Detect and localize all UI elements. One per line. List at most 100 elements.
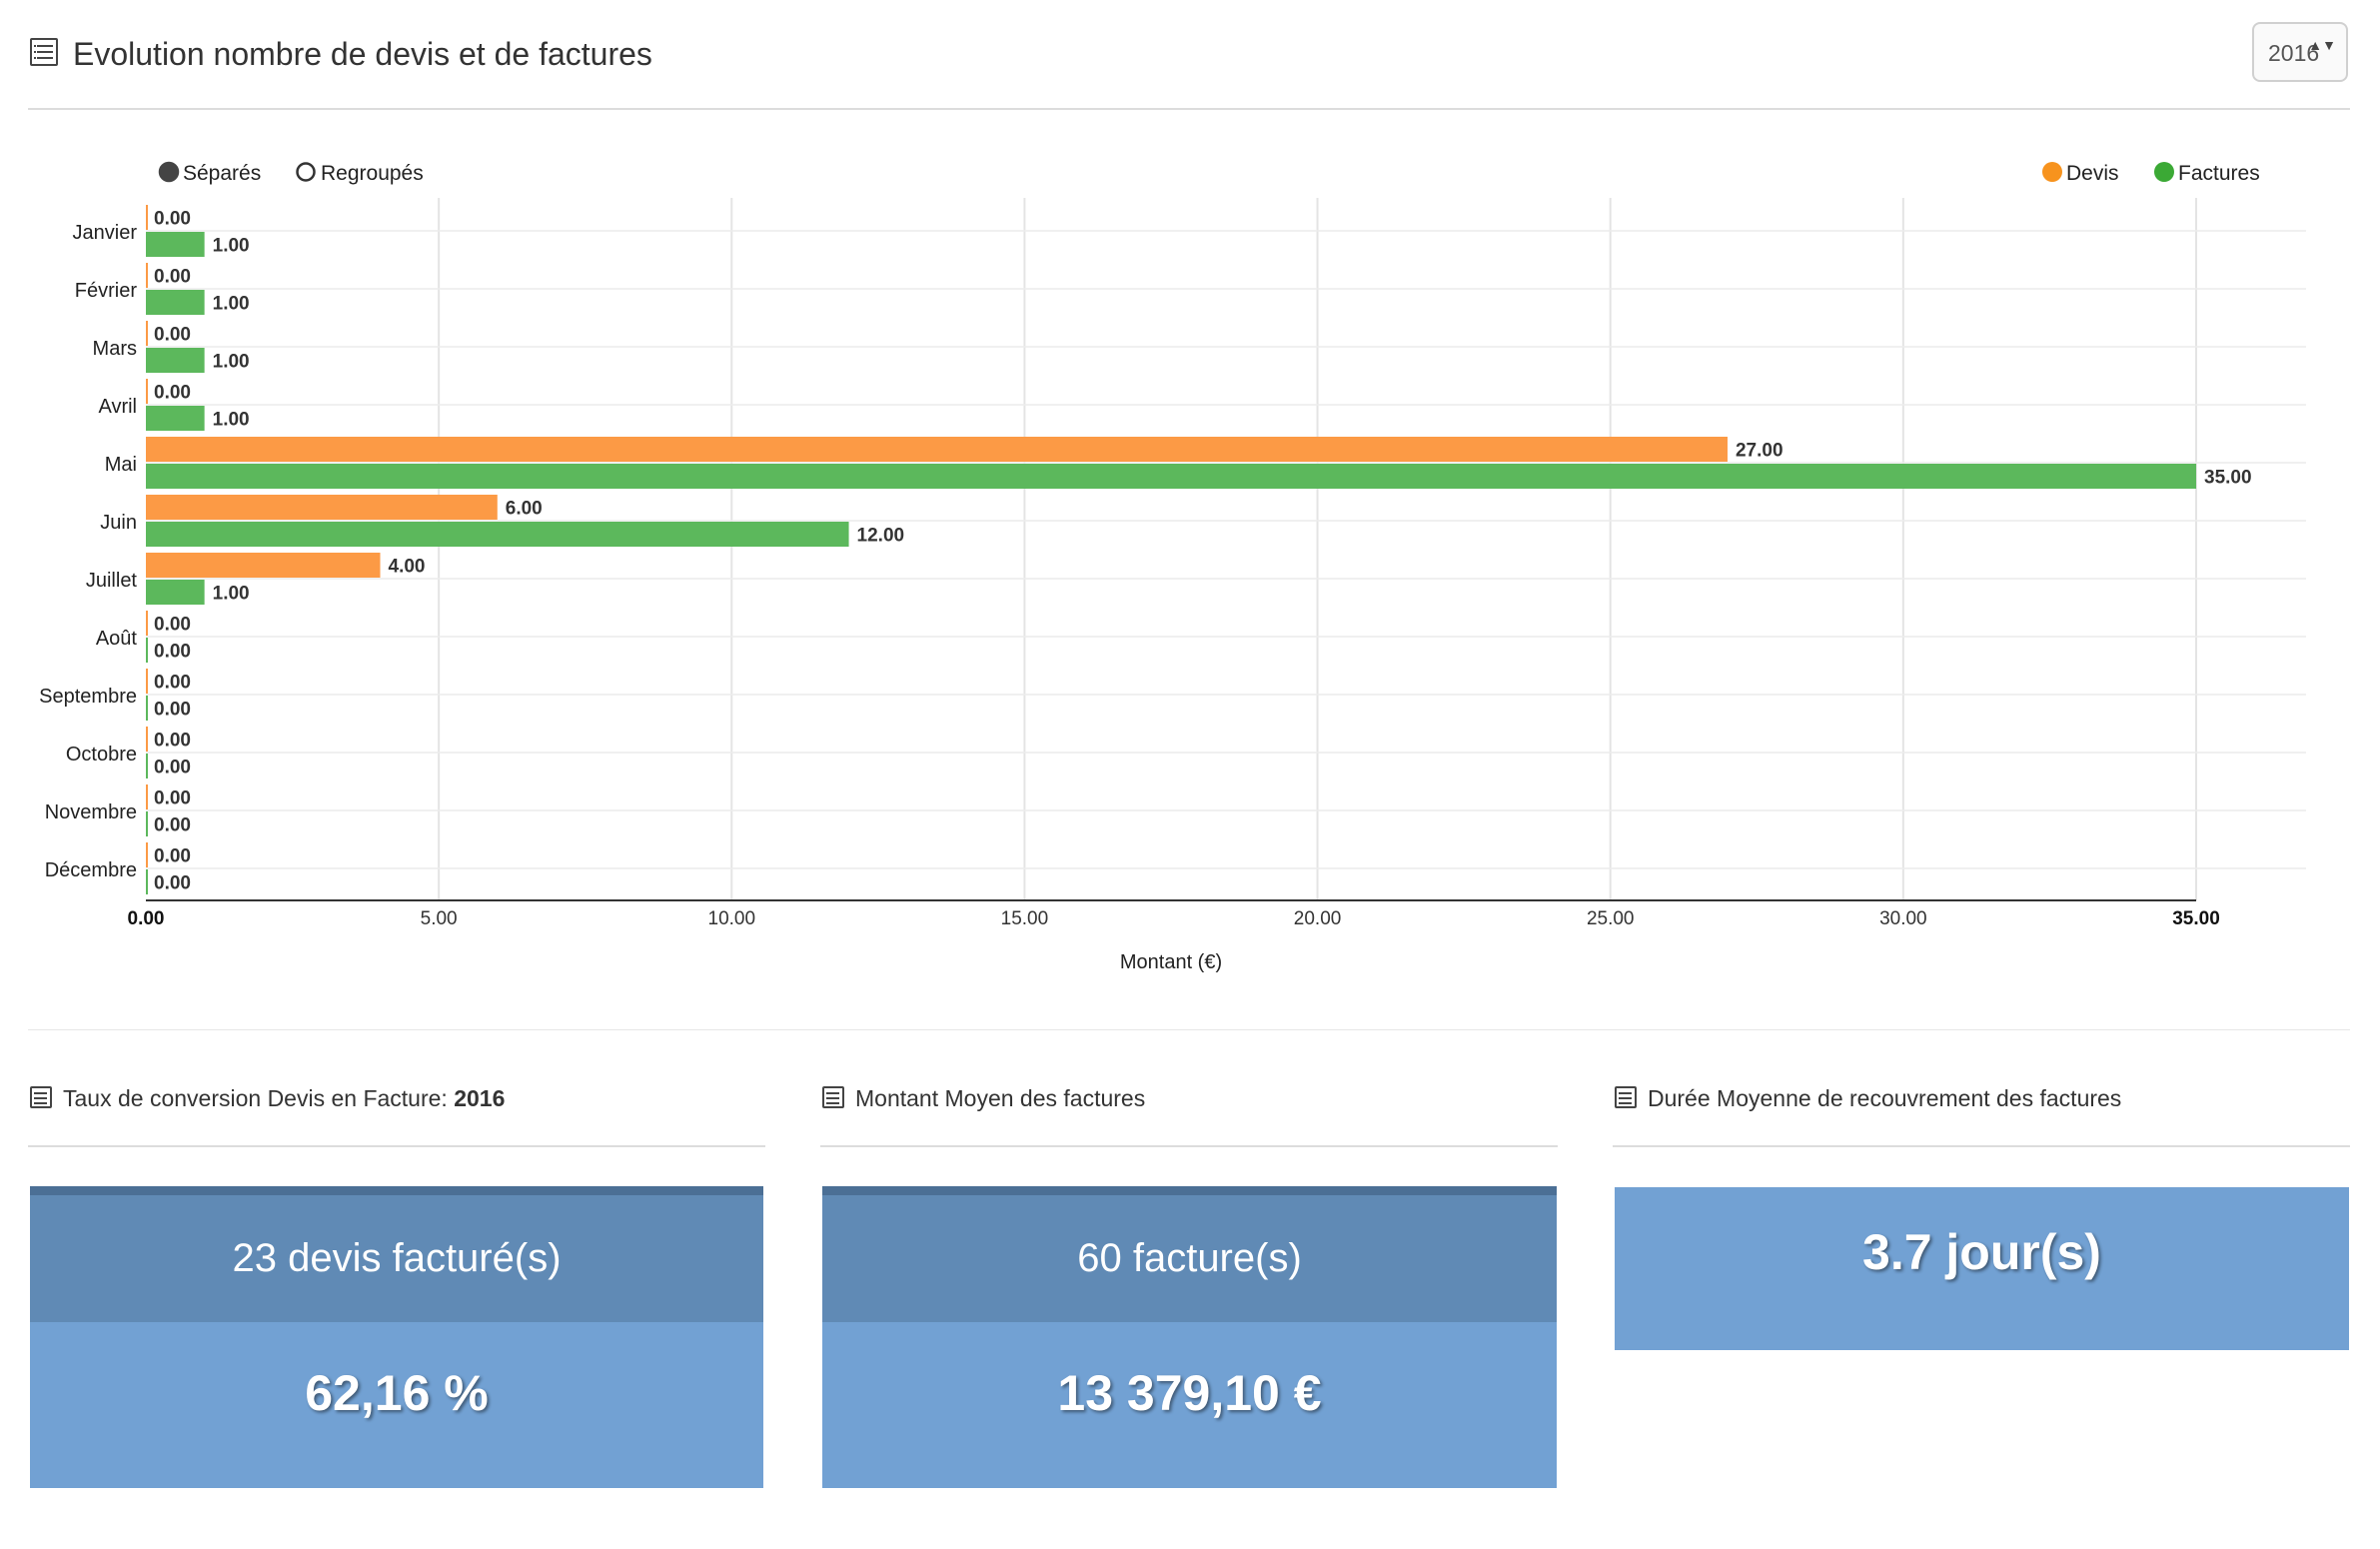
radio-regroupes bbox=[296, 162, 316, 182]
conversion-title-text: Taux de conversion Devis en Facture: bbox=[63, 1085, 455, 1111]
bar-devis bbox=[146, 205, 148, 230]
bar-devis bbox=[146, 669, 148, 694]
conversion-count: 23 devis facturé(s) bbox=[30, 1186, 763, 1322]
conversion-panel-title: Taux de conversion Devis en Facture: 201… bbox=[63, 1085, 505, 1112]
bar-factures bbox=[146, 232, 205, 257]
bar-chart: Janvier 0.00 1.00 Février 0.00 1.00 Mars 0.00 1.… bbox=[39, 161, 2306, 973]
bar-devis bbox=[146, 553, 381, 578]
bar-devis bbox=[146, 842, 148, 867]
data-label: 0.00 bbox=[154, 758, 191, 778]
bar-factures bbox=[146, 696, 148, 721]
bar-factures bbox=[146, 638, 148, 663]
data-label: 0.00 bbox=[154, 700, 191, 721]
x-tick-label: 20.00 bbox=[1294, 908, 1342, 929]
category-label: Août bbox=[96, 628, 138, 650]
category-label: Avril bbox=[98, 396, 137, 418]
data-label: 0.00 bbox=[154, 325, 191, 346]
radio-label-regroupes: Regroupés bbox=[321, 162, 424, 185]
data-label: 0.00 bbox=[154, 267, 191, 288]
bar-devis bbox=[146, 263, 148, 288]
x-tick-label: 15.00 bbox=[1001, 908, 1049, 929]
category-label: Septembre bbox=[39, 686, 137, 708]
bar-factures bbox=[146, 406, 205, 431]
radio-label-separes: Séparés bbox=[183, 162, 261, 185]
average-panel-title: Montant Moyen des factures bbox=[855, 1085, 1146, 1111]
data-label: 1.00 bbox=[213, 294, 250, 315]
legend-label-factures: Factures bbox=[2178, 162, 2260, 185]
category-label: Juillet bbox=[86, 570, 138, 592]
section-divider bbox=[28, 1029, 2350, 1030]
category-label: Octobre bbox=[66, 744, 137, 766]
radio-separes bbox=[158, 161, 180, 183]
header-divider bbox=[28, 108, 2350, 110]
data-label: 0.00 bbox=[154, 209, 191, 230]
data-label: 4.00 bbox=[389, 557, 426, 578]
duration-panel-title: Durée Moyenne de recouvrement des factur… bbox=[1648, 1085, 2122, 1111]
conversion-rate: 62,16 % bbox=[30, 1322, 763, 1488]
x-axis-title: Montant (€) bbox=[1120, 951, 1222, 973]
x-tick-label: 0.00 bbox=[128, 908, 165, 929]
x-tick-label: 10.00 bbox=[708, 908, 756, 929]
data-label: 1.00 bbox=[213, 352, 250, 373]
legend-swatch-devis bbox=[2042, 162, 2062, 182]
category-label: Novembre bbox=[45, 801, 137, 823]
bar-factures bbox=[146, 290, 205, 315]
category-label: Juin bbox=[100, 512, 137, 534]
page-title: Evolution nombre de devis et de factures bbox=[73, 36, 652, 72]
bar-factures bbox=[146, 580, 205, 605]
bar-factures bbox=[146, 348, 205, 373]
average-duration: 3.7 jour(s) bbox=[1615, 1187, 2349, 1350]
data-label: 6.00 bbox=[506, 499, 543, 520]
data-label: 12.00 bbox=[857, 526, 905, 547]
data-label: 1.00 bbox=[213, 584, 250, 605]
bar-factures bbox=[146, 869, 148, 894]
bar-devis bbox=[146, 784, 148, 809]
invoice-count: 60 facture(s) bbox=[822, 1186, 1557, 1322]
bar-factures bbox=[146, 754, 148, 778]
data-label: 1.00 bbox=[213, 410, 250, 431]
data-label: 0.00 bbox=[154, 873, 191, 894]
x-tick-label: 30.00 bbox=[1879, 908, 1927, 929]
x-tick-label: 25.00 bbox=[1587, 908, 1635, 929]
data-label: 0.00 bbox=[154, 731, 191, 752]
select-arrows-icon: ▲▼ bbox=[2308, 37, 2336, 53]
bar-devis bbox=[146, 321, 148, 346]
category-label: Février bbox=[75, 280, 138, 302]
category-label: Décembre bbox=[45, 859, 137, 881]
legend-label-devis: Devis bbox=[2066, 162, 2119, 185]
list-icon bbox=[1615, 1086, 1637, 1108]
conversion-panel-divider bbox=[28, 1145, 765, 1147]
list-icon bbox=[30, 38, 58, 66]
data-label: 0.00 bbox=[154, 788, 191, 809]
list-icon bbox=[30, 1086, 52, 1108]
data-label: 0.00 bbox=[154, 815, 191, 836]
category-label: Mai bbox=[105, 454, 137, 476]
data-label: 27.00 bbox=[1736, 441, 1784, 462]
data-label: 0.00 bbox=[154, 383, 191, 404]
data-label: 0.00 bbox=[154, 673, 191, 694]
duration-panel-divider bbox=[1613, 1145, 2350, 1147]
conversion-title-year: 2016 bbox=[454, 1085, 506, 1111]
average-amount: 13 379,10 € bbox=[822, 1322, 1557, 1488]
x-tick-label: 5.00 bbox=[421, 908, 458, 929]
bar-devis bbox=[146, 437, 1728, 462]
year-select-value: 2016 bbox=[2268, 40, 2320, 66]
data-label: 0.00 bbox=[154, 642, 191, 663]
bar-devis bbox=[146, 495, 498, 520]
x-tick-label: 35.00 bbox=[2172, 908, 2220, 929]
bar-devis bbox=[146, 611, 148, 636]
bar-factures bbox=[146, 811, 148, 836]
category-label: Janvier bbox=[73, 222, 138, 244]
legend-swatch-factures bbox=[2154, 162, 2174, 182]
category-label: Mars bbox=[93, 338, 137, 360]
data-label: 0.00 bbox=[154, 846, 191, 867]
data-label: 1.00 bbox=[213, 236, 250, 257]
bar-devis bbox=[146, 727, 148, 752]
average-panel-divider bbox=[820, 1145, 1558, 1147]
bar-factures bbox=[146, 464, 2196, 489]
year-select[interactable]: 2016 ▲▼ bbox=[2252, 22, 2348, 82]
data-label: 0.00 bbox=[154, 615, 191, 636]
bar-factures bbox=[146, 522, 849, 547]
bar-devis bbox=[146, 379, 148, 404]
list-icon bbox=[822, 1086, 844, 1108]
